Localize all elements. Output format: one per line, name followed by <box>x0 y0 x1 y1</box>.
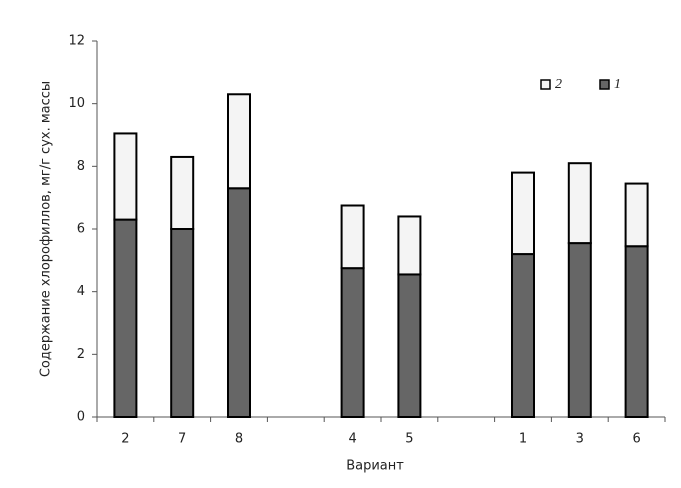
legend-swatch <box>540 79 551 90</box>
bar <box>113 218 138 418</box>
y-tick-label: 10 <box>68 96 85 111</box>
x-tick-label: 3 <box>576 432 584 447</box>
bar <box>511 171 535 256</box>
bar <box>227 187 251 418</box>
y-tick-label: 6 <box>77 222 85 237</box>
x-tick-label: 2 <box>121 432 129 447</box>
bar <box>567 242 592 418</box>
y-axis-title: Содержание хлорофиллов, мг/г сух. массы <box>39 81 54 377</box>
x-tick-label: 6 <box>632 432 640 447</box>
bar <box>340 204 365 270</box>
x-axis-title: Вариант <box>346 459 404 474</box>
legend-label: 2 <box>555 77 562 92</box>
x-tick-label: 5 <box>405 432 413 447</box>
y-tick-label: 12 <box>68 34 85 49</box>
y-tick-label: 8 <box>77 159 85 174</box>
x-tick-label: 7 <box>178 432 186 447</box>
bar <box>397 273 422 418</box>
bar <box>624 245 649 418</box>
bar <box>567 162 592 245</box>
legend-swatch <box>599 79 610 90</box>
x-tick-label: 4 <box>348 432 356 447</box>
legend-label: 1 <box>614 77 621 92</box>
bar <box>340 267 365 418</box>
x-tick-label: 1 <box>519 432 527 447</box>
bar <box>227 93 251 190</box>
y-tick-label: 0 <box>77 410 85 425</box>
bar <box>624 182 649 248</box>
bar <box>170 155 195 230</box>
bar <box>170 228 195 418</box>
bar <box>397 215 422 276</box>
y-tick-label: 4 <box>77 284 85 299</box>
bar <box>511 253 535 418</box>
x-tick-label: 8 <box>235 432 243 447</box>
bar <box>113 132 138 221</box>
y-tick-label: 2 <box>77 347 85 362</box>
